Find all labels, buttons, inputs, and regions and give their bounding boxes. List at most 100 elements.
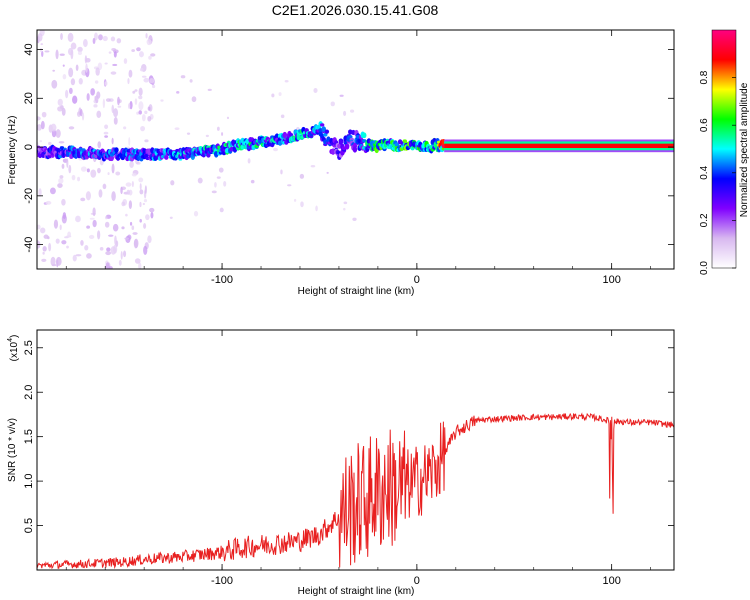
colorbar-tick-label: 0.8 [699, 70, 710, 84]
spectrogram-noise-cell [40, 227, 46, 234]
snr-y-tick-label: 2.5 [23, 340, 35, 355]
spectrogram-noise-cell [315, 205, 318, 212]
spectrogram-noise-cell [80, 197, 86, 202]
spectrogram-noise-cell [221, 132, 224, 136]
spectrogram-noise-cell [138, 51, 144, 58]
spectrogram-noise-cell [106, 247, 111, 252]
svg-text:(x104): (x104) [7, 335, 20, 362]
spectrogram-noise-cell [37, 224, 41, 230]
spectrogram-noise-cell [81, 112, 85, 121]
colorbar-ticks: 0.0 0.2 0.4 0.6 0.8 [699, 70, 736, 275]
spectrogram-noise-cell [97, 167, 101, 174]
spectrogram-y-tick-label: -40 [23, 237, 35, 253]
spectrogram-noise-cell [120, 250, 123, 260]
spectrogram-noise-cell [90, 88, 95, 96]
spectrogram-noise-cell [105, 262, 110, 269]
spectrogram-noise-cell [62, 73, 67, 80]
spectrogram-noise-cell [97, 141, 102, 149]
spectrogram-noise-cell [62, 212, 67, 220]
spectrogram-noise-cell [176, 90, 180, 94]
spectrogram-noise-cell [280, 114, 285, 119]
snr-y-axis-label: SNR (10 * v/v) [7, 418, 18, 482]
spectrogram-y-tick-label: 0 [23, 144, 35, 150]
spectrogram-y-tick-label: -20 [23, 188, 35, 204]
spectrogram-noise-cell [53, 219, 59, 229]
spectrogram-noise-cell [67, 47, 74, 56]
spectrogram-noise-cell [136, 111, 140, 115]
spectrogram-noise-cell [191, 96, 197, 103]
snr-x-axis-label: Height of straight line (km) [298, 586, 415, 597]
spectrogram-noise-cell [89, 217, 95, 220]
spectrogram-noise-cell [67, 231, 71, 238]
spectrogram-noise-cell [219, 207, 224, 213]
spectrogram-noise-cell [214, 181, 217, 188]
spectrogram-noise-cell [129, 100, 133, 110]
spectrogram-noise-cell [62, 64, 65, 67]
spectrogram-noise-cell [223, 180, 227, 187]
spectrogram-noise-cell [108, 51, 112, 54]
spectrogram-ridge-cell [344, 143, 350, 150]
spectrogram-noise-cell [77, 46, 83, 53]
spectrogram-ridge-cell [394, 142, 400, 148]
spectrogram-noise-cell [43, 234, 49, 239]
spectrogram-noise-cell [126, 189, 130, 195]
spectrogram-noise-cell [84, 55, 88, 64]
spectrogram-noise-cell [132, 232, 138, 235]
spectrogram-noise-cell [39, 47, 43, 53]
spectrogram-noise-cell [149, 207, 155, 213]
spectrogram-noise-cell [147, 235, 152, 244]
spectrogram-ridge-cell [324, 129, 330, 134]
spectrogram-noise-cell [92, 219, 97, 228]
spectrogram-noise-cell [72, 95, 78, 104]
spectrogram-noise-cell [58, 177, 64, 184]
spectrogram-noise-cell [79, 109, 83, 117]
spectrogram-noise-cell [141, 114, 146, 122]
spectrogram-noise-cell [148, 55, 152, 60]
spectrogram-noise-cell [42, 246, 47, 252]
spectrogram-noise-cell [57, 183, 63, 188]
spectrogram-noise-cell [39, 140, 43, 143]
spectrogram-noise-cell [71, 174, 76, 181]
spectrogram-noise-cell [55, 238, 60, 244]
spectrogram-noise-cell [186, 132, 191, 135]
spectrogram-noise-cell [118, 259, 122, 266]
spectrogram-noise-cell [111, 191, 116, 202]
spectrogram-noise-cell [80, 166, 87, 172]
spectrogram-noise-cell [150, 53, 156, 57]
spectrogram-noise-cell [138, 110, 142, 115]
spectrogram-noise-cell [80, 240, 84, 246]
spectrogram-noise-cell [40, 120, 45, 130]
spectrogram-noise-cell [112, 63, 118, 67]
spectrogram-noise-cell [102, 35, 108, 42]
spectrogram-noise-cell [121, 201, 126, 207]
spectrogram-noise-cell [326, 171, 329, 174]
spectrogram-noise-cell [59, 175, 64, 179]
spectrogram-noise-cell [37, 33, 43, 42]
spectrogram-noise-cell [96, 230, 101, 240]
spectrogram-noise-cell [138, 87, 143, 96]
spectrogram-noise-cell [55, 256, 62, 266]
colorbar-tick-label: 0.2 [699, 213, 710, 227]
spectrogram-ridge-cell [164, 155, 169, 160]
spectrogram-noise-cell [278, 92, 282, 97]
spectrogram-noise-cell [339, 94, 344, 97]
spectrogram-frame [36, 29, 675, 270]
spectrogram-noise-cell [92, 37, 96, 45]
spectrogram-noise-cell [60, 32, 63, 40]
spectrogram-noise-cell [131, 225, 135, 230]
spectrogram-noise-cell [350, 109, 355, 113]
spectrogram-noise-cell [99, 247, 104, 251]
spectrogram-noise-cell [103, 131, 109, 135]
spectrogram-noise-cell [128, 200, 133, 210]
spectrogram-noise-cell [149, 78, 155, 84]
spectrogram-noise-cell [129, 221, 133, 226]
spectrogram-noise-cell [120, 186, 123, 195]
snr-multiplier-exp: 4 [7, 338, 14, 342]
spectrogram-noise-cell [139, 201, 142, 208]
spectrogram-noise-cell [107, 172, 110, 176]
spectrogram-noise-cell [70, 42, 77, 50]
spectrogram-noise-cell [104, 81, 108, 86]
spectrogram-ridge-cell [338, 139, 344, 145]
spectrogram-noise-cell [42, 251, 45, 255]
spectrogram-noise-cell [343, 207, 346, 211]
